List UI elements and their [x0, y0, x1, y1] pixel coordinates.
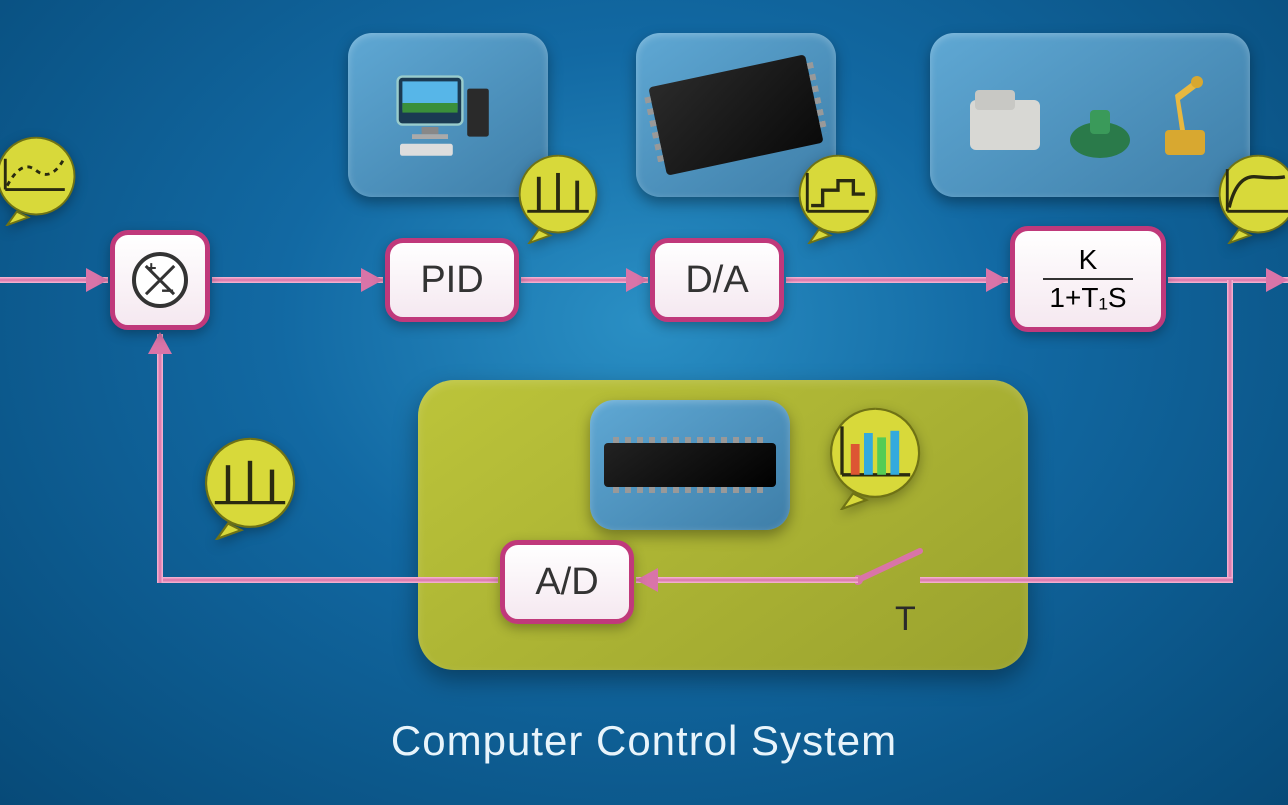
- arrowhead-to-sum: [148, 332, 172, 354]
- sampler-label: T: [895, 600, 916, 639]
- bubble-da-output: [790, 148, 886, 244]
- arrowhead-da-plant: [986, 268, 1008, 292]
- tf-numerator: K: [1071, 244, 1106, 278]
- arrow-branch-down: [1227, 280, 1233, 583]
- ad-label: A/D: [535, 563, 598, 601]
- ad-block: A/D: [500, 540, 634, 624]
- arrow-switch-to-ad: [636, 577, 858, 583]
- arrowhead-sum-pid: [361, 268, 383, 292]
- illus-plant: [930, 33, 1250, 197]
- bubble-feedback-signal: [195, 430, 305, 540]
- summing-junction-icon: +−: [132, 252, 188, 308]
- plant-block: K 1+T₁S: [1010, 226, 1166, 332]
- diagram-title: Computer Control System: [391, 717, 897, 765]
- dip-chip-icon: [604, 443, 776, 487]
- summing-junction-block: +−: [110, 230, 210, 330]
- bubble-ad-input: [820, 400, 930, 510]
- pid-label: PID: [420, 261, 483, 299]
- da-label: D/A: [685, 261, 748, 299]
- arrowhead-to-ad: [636, 568, 658, 592]
- pid-block: PID: [385, 238, 519, 322]
- arrow-ad-to-corner: [157, 577, 498, 583]
- da-block: D/A: [650, 238, 784, 322]
- machinery-robot-icon: [965, 70, 1215, 160]
- transfer-function: K 1+T₁S: [1043, 244, 1132, 314]
- arrow-sum-to-pid: [212, 277, 383, 283]
- desktop-computer-icon: [388, 65, 508, 165]
- arrow-corner-up: [157, 334, 163, 583]
- arrowhead-pid-da: [626, 268, 648, 292]
- bubble-input-signal: [0, 130, 84, 226]
- arrowhead-out: [1266, 268, 1288, 292]
- bubble-plant-output: [1210, 148, 1288, 244]
- sampler-switch: [855, 545, 925, 585]
- arrowhead-in: [86, 268, 108, 292]
- bubble-pid-output: [510, 148, 606, 244]
- tf-denominator: 1+T₁S: [1043, 278, 1132, 314]
- arrow-fb-right-seg: [920, 577, 1233, 583]
- illus-ad-chip: [590, 400, 790, 530]
- arrow-da-to-plant: [786, 277, 1008, 283]
